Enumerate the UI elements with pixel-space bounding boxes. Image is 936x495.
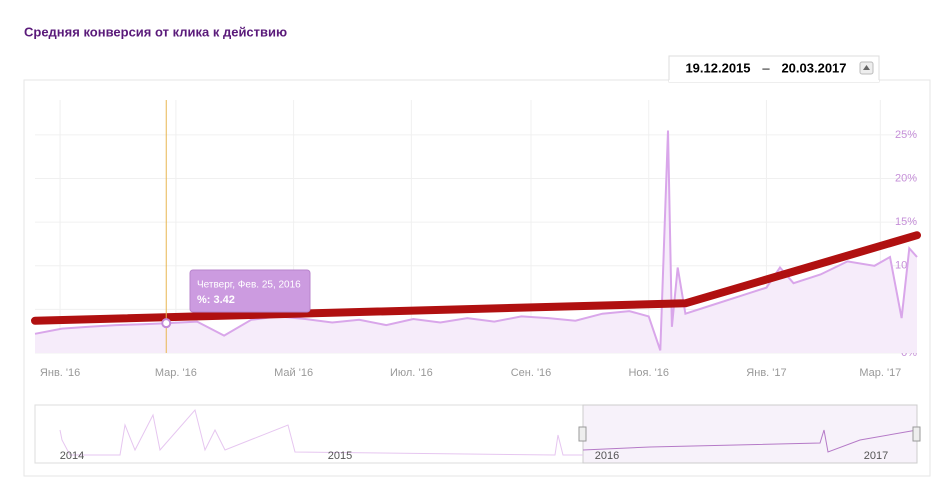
x-tick-label: Янв. '16 xyxy=(40,367,80,379)
collapse-icon xyxy=(863,65,870,70)
date-to: 20.03.2017 xyxy=(781,60,846,75)
x-tick-label: Май '16 xyxy=(274,367,313,379)
navigator-selection[interactable] xyxy=(582,404,918,464)
y-tick-label: 25% xyxy=(895,129,917,141)
navigator-year: 2016 xyxy=(595,450,619,462)
date-separator: – xyxy=(762,60,770,75)
navigator-line xyxy=(59,408,583,456)
date-from: 19.12.2015 xyxy=(685,60,750,75)
x-tick-label: Янв. '17 xyxy=(746,367,786,379)
navigator-year: 2014 xyxy=(60,450,84,462)
navigator-year: 2015 xyxy=(328,450,352,462)
y-tick-label: 15% xyxy=(895,216,917,228)
navigator-year: 2017 xyxy=(864,450,888,462)
tooltip-box xyxy=(189,269,311,313)
tooltip-value: %: 3.42 xyxy=(197,294,235,306)
x-tick-label: Мар. '16 xyxy=(155,367,197,379)
navigator-handle[interactable] xyxy=(912,426,921,442)
x-tick-label: Ноя. '16 xyxy=(628,367,668,379)
navigator-line-selected xyxy=(582,429,918,453)
y-tick-label: 20% xyxy=(895,172,917,184)
navigator-handle[interactable] xyxy=(578,426,587,442)
line xyxy=(34,130,918,351)
x-tick-label: Июл. '16 xyxy=(390,367,433,379)
trend-line xyxy=(31,231,921,325)
x-tick-label: Сен. '16 xyxy=(511,367,552,379)
chart-frame xyxy=(23,79,931,477)
tooltip-date: Четверг, Фев. 25, 2016 xyxy=(197,280,301,291)
x-tick-label: Мар. '17 xyxy=(859,367,901,379)
chart-title: Средняя конверсия от клика к действию xyxy=(24,24,287,39)
navigator: 2014 2015 2016 2017 xyxy=(34,404,921,464)
point-marker xyxy=(161,318,172,329)
area xyxy=(35,130,917,353)
